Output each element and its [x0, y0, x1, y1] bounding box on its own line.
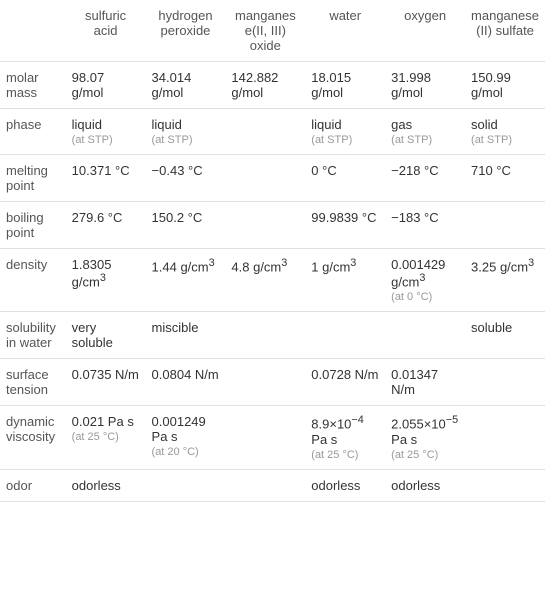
- cell-value: 31.998 g/mol: [385, 62, 465, 109]
- cell-value: 0.01347 N/m: [385, 359, 465, 406]
- cell-value: [305, 312, 385, 359]
- cell-value: miscible: [146, 312, 226, 359]
- cell-subtext: (at 25 °C): [72, 431, 140, 443]
- cell-subtext: (at 25 °C): [391, 449, 459, 461]
- cell-subtext: (at STP): [152, 134, 220, 146]
- cell-value: odorless: [305, 469, 385, 501]
- cell-value: [225, 155, 305, 202]
- table-row: molar mass98.07 g/mol34.014 g/mol142.882…: [0, 62, 545, 109]
- row-label: molar mass: [0, 62, 66, 109]
- table-row: density1.8305 g/cm31.44 g/cm34.8 g/cm31 …: [0, 249, 545, 312]
- cell-value: [225, 469, 305, 501]
- cell-subtext: (at STP): [311, 134, 379, 146]
- cell-value: soluble: [465, 312, 545, 359]
- cell-value: gas(at STP): [385, 109, 465, 155]
- cell-value: 142.882 g/mol: [225, 62, 305, 109]
- cell-value: 150.99 g/mol: [465, 62, 545, 109]
- cell-value: [465, 469, 545, 501]
- cell-subtext: (at STP): [72, 134, 140, 146]
- cell-value: odorless: [385, 469, 465, 501]
- cell-value: 34.014 g/mol: [146, 62, 226, 109]
- cell-value: [225, 359, 305, 406]
- cell-subtext: (at STP): [391, 134, 459, 146]
- row-label: density: [0, 249, 66, 312]
- table-row: solubility in watervery solublemiscible s…: [0, 312, 545, 359]
- cell-value: −183 °C: [385, 202, 465, 249]
- row-label: boiling point: [0, 202, 66, 249]
- cell-value: [225, 406, 305, 469]
- row-label: solubility in water: [0, 312, 66, 359]
- cell-value: 279.6 °C: [66, 202, 146, 249]
- table-row: odorodorlessodorlessodorless: [0, 469, 545, 501]
- cell-value: −0.43 °C: [146, 155, 226, 202]
- table-row: dynamic viscosity0.021 Pa s(at 25 °C)0.0…: [0, 406, 545, 469]
- row-label: surface tension: [0, 359, 66, 406]
- cell-value: [225, 109, 305, 155]
- cell-value: very soluble: [66, 312, 146, 359]
- header-empty: [0, 0, 66, 62]
- table-row: melting point10.371 °C−0.43 °C 0 °C−218 °…: [0, 155, 545, 202]
- cell-value: 99.9839 °C: [305, 202, 385, 249]
- cell-value: [465, 406, 545, 469]
- cell-value: 0.001429 g/cm3(at 0 °C): [385, 249, 465, 312]
- cell-value: 0.021 Pa s(at 25 °C): [66, 406, 146, 469]
- cell-value: [225, 202, 305, 249]
- cell-value: −218 °C: [385, 155, 465, 202]
- cell-value: 0.001249 Pa s(at 20 °C): [146, 406, 226, 469]
- cell-value: [465, 202, 545, 249]
- cell-value: 10.371 °C: [66, 155, 146, 202]
- table-body: molar mass98.07 g/mol34.014 g/mol142.882…: [0, 62, 545, 502]
- cell-value: 0 °C: [305, 155, 385, 202]
- cell-value: 2.055×10−5 Pa s(at 25 °C): [385, 406, 465, 469]
- cell-value: 1 g/cm3: [305, 249, 385, 312]
- cell-value: 710 °C: [465, 155, 545, 202]
- cell-value: 8.9×10−4 Pa s(at 25 °C): [305, 406, 385, 469]
- cell-value: 1.8305 g/cm3: [66, 249, 146, 312]
- column-header: hydrogen peroxide: [146, 0, 226, 62]
- cell-value: [146, 469, 226, 501]
- row-label: odor: [0, 469, 66, 501]
- cell-subtext: (at 0 °C): [391, 291, 459, 303]
- cell-value: liquid(at STP): [66, 109, 146, 155]
- cell-value: 150.2 °C: [146, 202, 226, 249]
- cell-value: solid(at STP): [465, 109, 545, 155]
- cell-value: 0.0728 N/m: [305, 359, 385, 406]
- column-header: oxygen: [385, 0, 465, 62]
- row-label: dynamic viscosity: [0, 406, 66, 469]
- cell-subtext: (at 20 °C): [152, 446, 220, 458]
- cell-value: liquid(at STP): [305, 109, 385, 155]
- cell-subtext: (at 25 °C): [311, 449, 379, 461]
- table-row: boiling point279.6 °C150.2 °C 99.9839 °C−…: [0, 202, 545, 249]
- cell-value: 0.0804 N/m: [146, 359, 226, 406]
- cell-subtext: (at STP): [471, 134, 539, 146]
- column-header: water: [305, 0, 385, 62]
- cell-value: 0.0735 N/m: [66, 359, 146, 406]
- column-header: manganese(II) sulfate: [465, 0, 545, 62]
- cell-value: 98.07 g/mol: [66, 62, 146, 109]
- table-row: surface tension0.0735 N/m0.0804 N/m 0.072…: [0, 359, 545, 406]
- cell-value: 18.015 g/mol: [305, 62, 385, 109]
- row-label: melting point: [0, 155, 66, 202]
- row-label: phase: [0, 109, 66, 155]
- cell-value: [465, 359, 545, 406]
- table-header: sulfuric acidhydrogen peroxidemanganese(…: [0, 0, 545, 62]
- column-header: manganese(II, III) oxide: [225, 0, 305, 62]
- properties-table: sulfuric acidhydrogen peroxidemanganese(…: [0, 0, 545, 502]
- cell-value: 4.8 g/cm3: [225, 249, 305, 312]
- cell-value: [385, 312, 465, 359]
- cell-value: 3.25 g/cm3: [465, 249, 545, 312]
- cell-value: odorless: [66, 469, 146, 501]
- cell-value: liquid(at STP): [146, 109, 226, 155]
- cell-value: [225, 312, 305, 359]
- cell-value: 1.44 g/cm3: [146, 249, 226, 312]
- column-header: sulfuric acid: [66, 0, 146, 62]
- table-row: phaseliquid(at STP)liquid(at STP)liquid(…: [0, 109, 545, 155]
